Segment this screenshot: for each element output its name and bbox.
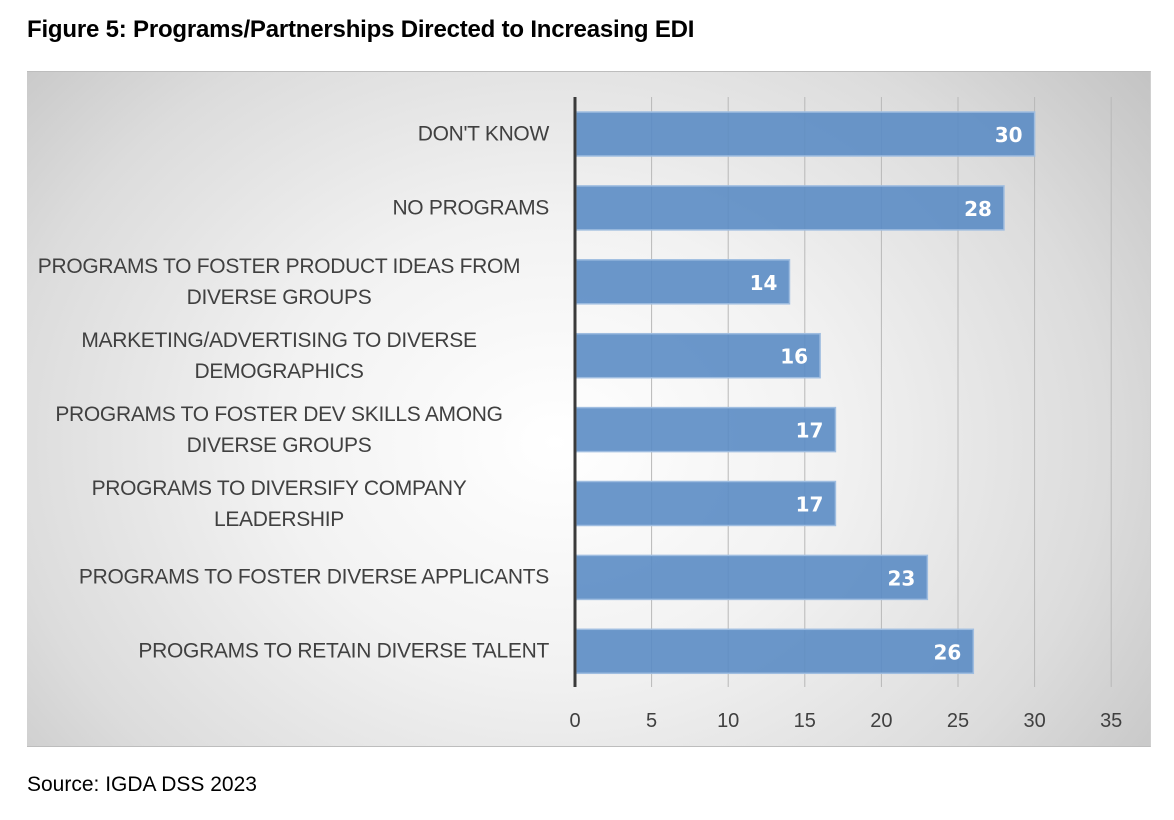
bar-6 bbox=[575, 554, 929, 601]
category-label-7: PROGRAMS TO RETAIN DIVERSE TALENT bbox=[9, 636, 549, 667]
x-tick-label-0: 0 bbox=[569, 710, 580, 732]
x-tick-label-35: 35 bbox=[1100, 710, 1122, 732]
data-label-1: 28 bbox=[964, 197, 992, 221]
category-label-line: PROGRAMS TO RETAIN DIVERSE TALENT bbox=[138, 639, 549, 663]
bar-3 bbox=[575, 332, 821, 379]
data-label-3: 16 bbox=[780, 345, 808, 369]
x-tick-label-25: 25 bbox=[947, 710, 969, 732]
category-label-line: LEADERSHIP bbox=[213, 507, 345, 531]
x-tick-label-30: 30 bbox=[1023, 710, 1045, 732]
bar-4 bbox=[575, 406, 837, 453]
category-label-3: MARKETING/ADVERTISING TO DIVERSE DEMOGRAP… bbox=[9, 325, 549, 387]
category-label-line: PROGRAMS TO FOSTER PRODUCT IDEAS FROM bbox=[37, 254, 521, 278]
bar-1 bbox=[575, 185, 1005, 231]
category-label-line: DEMOGRAPHICS bbox=[194, 359, 364, 383]
category-label-line: NO PROGRAMS bbox=[392, 196, 549, 220]
category-label-0: DON'T KNOW bbox=[9, 119, 550, 150]
x-tick-label-5: 5 bbox=[646, 710, 657, 732]
category-label-5: PROGRAMS TO DIVERSIFY COMPANY LEADERSHIP bbox=[9, 473, 549, 535]
source-note: Source: IGDA DSS 2023 bbox=[27, 773, 257, 796]
x-tick-label-20: 20 bbox=[870, 710, 892, 732]
category-label-line: DIVERSE GROUPS bbox=[186, 433, 372, 457]
data-label-0: 30 bbox=[995, 123, 1023, 147]
x-tick-label-10: 10 bbox=[717, 710, 739, 732]
data-label-6: 23 bbox=[888, 566, 916, 590]
category-label-6: PROGRAMS TO FOSTER DIVERSE APPLICANTS bbox=[9, 562, 549, 593]
x-tick-label-15: 15 bbox=[794, 710, 816, 732]
category-label-line: MARKETING/ADVERTISING TO DIVERSE bbox=[81, 328, 477, 352]
data-label-5: 17 bbox=[796, 493, 824, 517]
category-label-line: DON'T KNOW bbox=[417, 122, 550, 146]
bar-2 bbox=[575, 259, 791, 305]
category-label-line: DIVERSE GROUPS bbox=[186, 285, 372, 309]
category-label-line: PROGRAMS TO FOSTER DIVERSE APPLICANTS bbox=[78, 565, 549, 589]
data-label-7: 26 bbox=[933, 640, 961, 664]
figure-title: Figure 5: Programs/Partnerships Directed… bbox=[27, 16, 695, 43]
category-label-4: PROGRAMS TO FOSTER DEV SKILLS AMONG DIVER… bbox=[9, 399, 549, 461]
category-label-line: PROGRAMS TO FOSTER DEV SKILLS AMONG bbox=[55, 402, 503, 426]
data-label-2: 14 bbox=[750, 271, 778, 295]
data-label-4: 17 bbox=[796, 419, 824, 443]
bar-0 bbox=[575, 111, 1036, 157]
category-label-2: PROGRAMS TO FOSTER PRODUCT IDEAS FROM DIV… bbox=[9, 251, 549, 313]
bar-5 bbox=[575, 480, 837, 527]
category-label-1: NO PROGRAMS bbox=[9, 192, 549, 223]
category-label-line: PROGRAMS TO DIVERSIFY COMPANY bbox=[91, 476, 467, 500]
bar-7 bbox=[575, 628, 975, 675]
